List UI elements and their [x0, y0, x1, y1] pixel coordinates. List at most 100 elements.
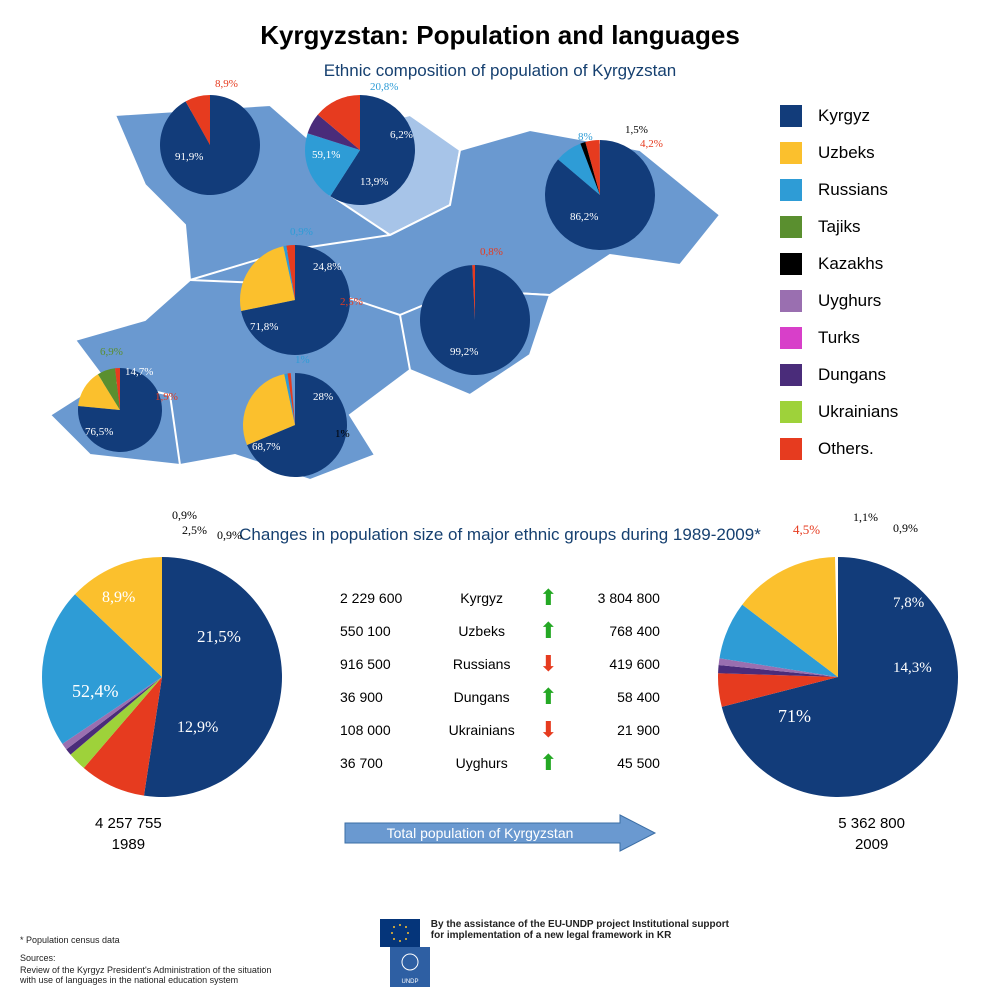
total-1989: 4 257 755 1989 [95, 815, 162, 853]
legend-item: Dungans [780, 364, 970, 386]
pie-2009: 71%4,5%1,1%0,9%7,8%14,3% [716, 555, 960, 804]
bottom-section: Changes in population size of major ethn… [0, 545, 1000, 915]
map-area: 91,9%8,9%59,1%20,8%6,2%13,9%86,2%8%1,5%4… [30, 85, 740, 485]
total-arrow: Total population of Kyrgyzstan [340, 813, 660, 858]
value-2009: 3 804 800 [570, 590, 660, 606]
legend-label: Russians [818, 180, 888, 200]
legend-item: Tajiks [780, 216, 970, 238]
svg-text:91,9%: 91,9% [175, 151, 203, 163]
table-row: 36 700 Uyghurs ⬆ 45 500 [340, 750, 660, 776]
region-pie: 68,7%28%1%1% [241, 371, 349, 479]
arrow-down-icon: ⬇ [539, 651, 557, 676]
svg-text:99,2%: 99,2% [450, 346, 478, 358]
legend-swatch [780, 105, 802, 127]
svg-text:12,9%: 12,9% [177, 719, 218, 736]
main-title: Kyrgyzstan: Population and languages [0, 0, 1000, 51]
legend-item: Russians [780, 179, 970, 201]
value-1989: 36 900 [340, 689, 430, 705]
svg-text:0,9%: 0,9% [893, 521, 918, 535]
legend-label: Tajiks [818, 217, 861, 237]
legend-item: Uzbeks [780, 142, 970, 164]
arrow-down-icon: ⬇ [539, 717, 557, 742]
table-row: 108 000 Ukrainians ⬇ 21 900 [340, 717, 660, 743]
svg-text:0,8%: 0,8% [480, 246, 503, 258]
value-2009: 58 400 [570, 689, 660, 705]
svg-text:1,1%: 1,1% [853, 510, 878, 524]
svg-text:6,2%: 6,2% [390, 129, 413, 141]
table-row: 550 100 Uzbeks ⬆ 768 400 [340, 618, 660, 644]
pie-1989: 52,4%8,9%2,5%0,9%0,9%21,5%12,9% [40, 555, 284, 804]
svg-text:1,5%: 1,5% [625, 124, 648, 136]
table-row: 36 900 Dungans ⬆ 58 400 [340, 684, 660, 710]
legend-label: Others. [818, 439, 874, 459]
ethnic-name: Uzbeks [437, 623, 527, 639]
svg-text:59,1%: 59,1% [312, 149, 340, 161]
legend-swatch [780, 438, 802, 460]
svg-text:7,8%: 7,8% [893, 595, 924, 611]
arrow-up-icon: ⬆ [539, 585, 557, 610]
legend-swatch [780, 327, 802, 349]
value-2009: 768 400 [570, 623, 660, 639]
legend-item: Turks [780, 327, 970, 349]
legend-label: Ukrainians [818, 402, 898, 422]
svg-text:14,7%: 14,7% [125, 366, 153, 378]
legend-label: Uyghurs [818, 291, 881, 311]
svg-text:0,9%: 0,9% [217, 528, 242, 542]
svg-text:0,9%: 0,9% [172, 508, 197, 522]
arrow-label: Total population of Kyrgyzstan [387, 825, 574, 841]
value-1989: 916 500 [340, 656, 430, 672]
total-2009: 5 362 800 2009 [838, 815, 905, 853]
svg-text:1,9%: 1,9% [155, 391, 178, 403]
svg-text:1%: 1% [295, 354, 310, 366]
legend-item: Kyrgyz [780, 105, 970, 127]
legend: Kyrgyz Uzbeks Russians Tajiks Kazakhs Uy… [780, 105, 970, 475]
legend-item: Uyghurs [780, 290, 970, 312]
ethnic-name: Ukrainians [437, 722, 527, 738]
svg-text:0,9%: 0,9% [290, 226, 313, 238]
legend-label: Dungans [818, 365, 886, 385]
value-2009: 21 900 [570, 722, 660, 738]
legend-item: Others. [780, 438, 970, 460]
svg-text:21,5%: 21,5% [197, 627, 241, 646]
ethnic-name: Dungans [437, 689, 527, 705]
svg-text:6,9%: 6,9% [100, 346, 123, 358]
ethnic-name: Kyrgyz [437, 590, 527, 606]
svg-text:24,8%: 24,8% [313, 261, 341, 273]
svg-text:68,7%: 68,7% [252, 441, 280, 453]
arrow-up-icon: ⬆ [539, 618, 557, 643]
svg-text:8%: 8% [578, 131, 593, 143]
table-row: 916 500 Russians ⬇ 419 600 [340, 651, 660, 677]
legend-swatch [780, 364, 802, 386]
svg-text:76,5%: 76,5% [85, 426, 113, 438]
subtitle-1: Ethnic composition of population of Kyrg… [0, 61, 1000, 81]
svg-text:2,5%: 2,5% [340, 296, 363, 308]
legend-label: Kyrgyz [818, 106, 870, 126]
svg-text:UNDP: UNDP [401, 979, 418, 985]
undp-logo-icon: UNDP [390, 947, 430, 975]
ethnic-name: Uyghurs [437, 755, 527, 771]
svg-text:1%: 1% [335, 428, 350, 440]
legend-item: Ukrainians [780, 401, 970, 423]
svg-text:71,8%: 71,8% [250, 321, 278, 333]
region-pie: 59,1%20,8%6,2%13,9% [303, 93, 417, 207]
subtitle-2: Changes in population size of major ethn… [0, 525, 1000, 545]
legend-label: Kazakhs [818, 254, 883, 274]
value-1989: 36 700 [340, 755, 430, 771]
region-pie: 76,5%14,7%6,9%1,9% [76, 366, 164, 454]
svg-text:14,3%: 14,3% [893, 660, 932, 676]
svg-text:13,9%: 13,9% [360, 176, 388, 188]
svg-text:86,2%: 86,2% [570, 211, 598, 223]
svg-text:28%: 28% [313, 391, 333, 403]
region-pie: 86,2%8%1,5%4,2% [543, 138, 657, 252]
svg-text:8,9%: 8,9% [102, 589, 135, 606]
arrow-up-icon: ⬆ [539, 750, 557, 775]
svg-text:71%: 71% [778, 706, 811, 726]
legend-swatch [780, 142, 802, 164]
eu-flag-icon [380, 919, 420, 947]
ethnic-name: Russians [437, 656, 527, 672]
svg-text:4,2%: 4,2% [640, 138, 663, 150]
svg-text:20,8%: 20,8% [370, 81, 398, 93]
value-2009: 419 600 [570, 656, 660, 672]
region-pie: 71,8%24,8%0,9%2,5% [238, 243, 352, 357]
legend-swatch [780, 290, 802, 312]
